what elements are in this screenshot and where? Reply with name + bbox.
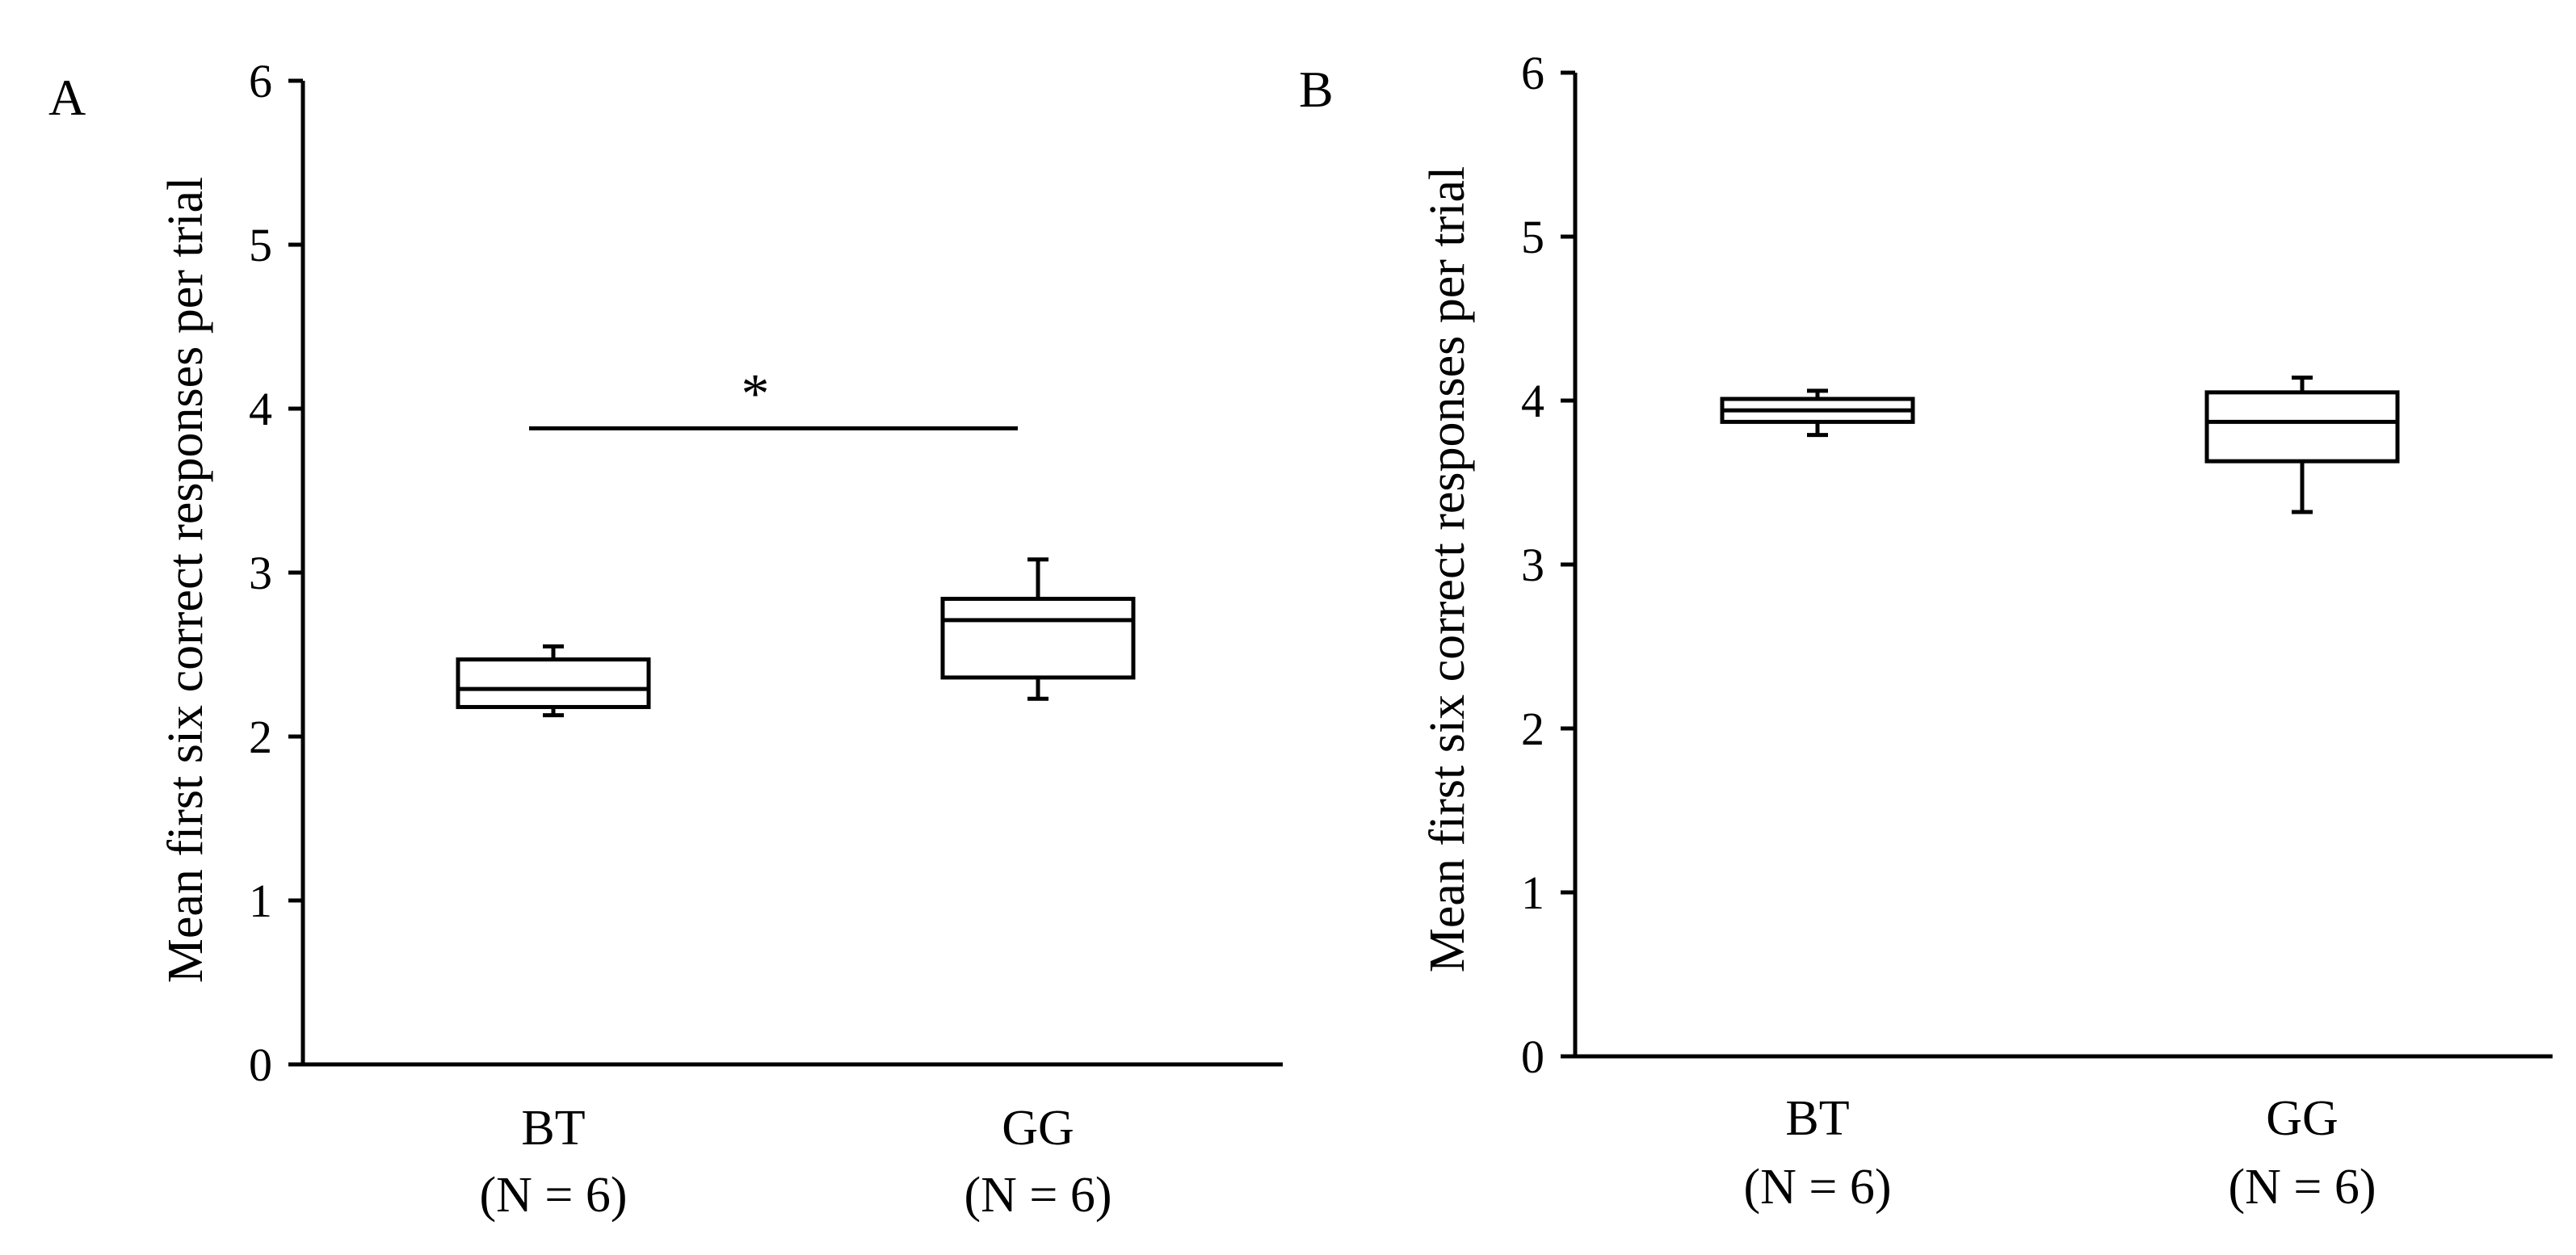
panel-b-boxes — [1720, 376, 2400, 514]
panel-b-categories: BT (N = 6) GG (N = 6) — [1743, 1091, 2376, 1215]
iqr-box — [940, 596, 1136, 680]
category-label: BT — [1785, 1091, 1849, 1146]
significance-asterisk: * — [742, 363, 770, 425]
panel-b-y-axis-title: Mean first six correct responses per tri… — [1420, 166, 1475, 973]
y-tick-label: 0 — [1521, 1030, 1544, 1083]
category-label: GG — [1002, 1101, 1074, 1156]
iqr-box — [456, 657, 651, 709]
box-bt — [456, 644, 651, 718]
y-tick-label: 0 — [249, 1039, 272, 1091]
panel-a-letter: A — [48, 69, 86, 126]
category-n-label: (N = 6) — [1743, 1160, 1891, 1215]
panel-b-letter: B — [1299, 61, 1334, 118]
panel-a-y-ticks: 0 1 2 3 4 5 6 — [249, 55, 303, 1091]
box-gg — [2204, 376, 2400, 514]
category-n-label: (N = 6) — [2228, 1160, 2376, 1215]
category-n-label: (N = 6) — [479, 1168, 627, 1223]
y-tick-label: 5 — [249, 219, 272, 271]
panel-a: A Mean first six correct responses per t… — [48, 55, 1283, 1223]
y-tick-label: 4 — [1521, 375, 1544, 427]
box-bt — [1720, 388, 1915, 438]
y-tick-label: 2 — [249, 711, 272, 763]
y-tick-label: 4 — [249, 383, 272, 435]
y-tick-label: 6 — [249, 55, 272, 107]
panel-a-categories: BT (N = 6) GG (N = 6) — [479, 1101, 1112, 1223]
y-tick-label: 3 — [249, 547, 272, 599]
category-n-label: (N = 6) — [964, 1168, 1112, 1223]
iqr-box — [2204, 390, 2400, 464]
category-label: GG — [2266, 1091, 2339, 1146]
category-label: BT — [521, 1101, 585, 1156]
panel-b-y-ticks: 0 1 2 3 4 5 6 — [1521, 47, 1575, 1083]
y-tick-label: 2 — [1521, 703, 1544, 755]
y-tick-label: 6 — [1521, 47, 1544, 99]
panel-a-boxes — [456, 557, 1136, 718]
panel-b: B Mean first six correct responses per t… — [1299, 47, 2553, 1215]
y-tick-label: 1 — [1521, 867, 1544, 919]
y-tick-label: 3 — [1521, 539, 1544, 591]
panel-a-y-axis-title: Mean first six correct responses per tri… — [158, 177, 213, 984]
panel-a-significance: * — [529, 363, 1018, 430]
y-tick-label: 5 — [1521, 211, 1544, 263]
y-tick-label: 1 — [249, 875, 272, 927]
box-gg — [940, 557, 1136, 701]
